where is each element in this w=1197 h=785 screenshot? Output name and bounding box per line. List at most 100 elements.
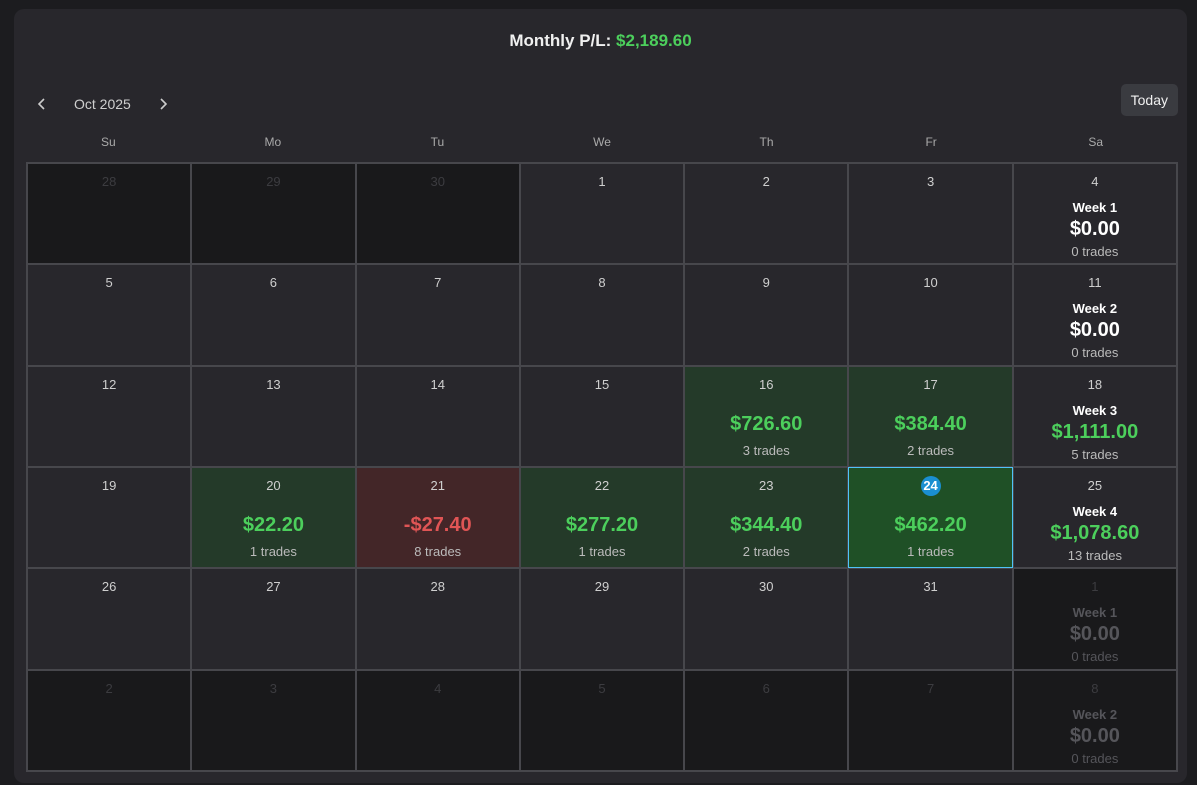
day-cell[interactable]: 15 xyxy=(519,365,685,467)
day-number: 12 xyxy=(101,376,117,392)
week-pl: $0.00 xyxy=(1069,724,1120,747)
day-date: 12 xyxy=(28,377,190,392)
day-cell[interactable]: 1 xyxy=(519,163,685,265)
day-date: 17 xyxy=(849,377,1011,392)
day-cell[interactable]: 13 xyxy=(191,365,356,467)
day-cell[interactable]: 16 $726.60 3 trades xyxy=(684,365,849,467)
week-label: Week 1 xyxy=(1072,200,1118,215)
day-cell[interactable]: 19 xyxy=(27,467,192,569)
day-cell[interactable]: 7 xyxy=(355,264,520,366)
day-number: 22 xyxy=(594,478,610,493)
day-cell[interactable]: 6 xyxy=(684,669,849,771)
day-date: 30 xyxy=(357,174,519,189)
day-cell[interactable]: 25 Week 4 $1,078.60 13 trades xyxy=(1012,467,1177,569)
week-pl: $1,078.60 xyxy=(1050,522,1140,544)
day-number: 30 xyxy=(430,174,445,189)
prev-month[interactable] xyxy=(32,94,52,114)
day-cell[interactable]: 10 xyxy=(848,264,1013,366)
day-cell[interactable]: 28 xyxy=(355,568,520,670)
day-cell[interactable]: 20 $22.20 1 trades xyxy=(191,467,356,569)
day-cell[interactable]: 24 $462.20 1 trades xyxy=(848,467,1013,569)
day-pl: $726.60 xyxy=(730,412,803,435)
day-number: 6 xyxy=(269,275,278,291)
day-cell[interactable]: 8 Week 2 $0.00 0 trades xyxy=(1012,669,1177,771)
day-date: 5 xyxy=(521,681,683,696)
day-date: 4 xyxy=(1014,174,1176,189)
weekday-label: Th xyxy=(759,135,774,149)
day-date: 7 xyxy=(357,275,519,290)
day-cell[interactable]: 27 xyxy=(191,568,356,670)
day-cell[interactable]: 7 xyxy=(848,669,1013,771)
day-date: 7 xyxy=(849,681,1011,696)
day-date: 10 xyxy=(849,275,1011,290)
day-pl: $384.40 xyxy=(894,412,967,435)
day-date: 1 xyxy=(521,174,683,189)
day-date: 16 xyxy=(685,377,847,392)
week-label: Week 1 xyxy=(1072,605,1118,621)
day-cell[interactable]: 9 xyxy=(684,264,849,366)
day-cell[interactable]: 3 xyxy=(191,669,356,771)
day-cell[interactable]: 2 xyxy=(684,163,849,265)
day-cell[interactable]: 22 $277.20 1 trades xyxy=(519,467,685,569)
day-date: 28 xyxy=(28,174,190,189)
day-cell[interactable]: 28 xyxy=(27,163,192,265)
day-cell[interactable]: 6 xyxy=(191,264,356,366)
day-pl: -$27.40 xyxy=(403,514,472,536)
today-button[interactable]: Today xyxy=(1120,84,1178,116)
day-cell[interactable]: 8 xyxy=(519,264,685,366)
day-cell[interactable]: 11 Week 2 $0.00 0 trades xyxy=(1012,264,1177,366)
day-number: 21 xyxy=(430,478,445,493)
day-cell[interactable]: 29 xyxy=(191,163,356,265)
day-number: 1 xyxy=(1091,579,1099,595)
weekday-header: Su Mo Tu We Th Fr Sa xyxy=(26,135,1178,149)
week-trades: 13 trades xyxy=(1067,548,1122,563)
week-label: Week 2 xyxy=(1072,301,1118,317)
day-trades: 1 trades xyxy=(578,544,626,559)
day-cell[interactable]: 21 -$27.40 8 trades xyxy=(355,467,520,569)
day-cell[interactable]: 5 xyxy=(27,264,192,366)
day-cell[interactable]: 17 $384.40 2 trades xyxy=(848,365,1013,467)
day-cell[interactable]: 26 xyxy=(27,568,192,670)
day-cell[interactable]: 12 xyxy=(27,365,192,467)
month-label: Oct 2025 xyxy=(74,96,131,112)
day-trades: 8 trades xyxy=(414,544,462,559)
day-cell[interactable]: 29 xyxy=(519,568,685,670)
next-month[interactable] xyxy=(153,94,173,114)
day-cell[interactable]: 3 xyxy=(848,163,1013,265)
week-pl: $0.00 xyxy=(1069,218,1120,240)
day-date: 2 xyxy=(28,681,190,696)
day-cell[interactable]: 4 xyxy=(355,669,520,771)
day-number: 11 xyxy=(1088,275,1102,291)
weekday-label: Su xyxy=(100,135,116,149)
day-date: 29 xyxy=(521,579,683,594)
day-number: 13 xyxy=(266,376,281,392)
day-cell[interactable]: 31 xyxy=(848,568,1013,670)
week-trades: 0 trades xyxy=(1071,649,1119,665)
day-cell[interactable]: 2 xyxy=(27,669,192,771)
day-cell[interactable]: 1 Week 1 $0.00 0 trades xyxy=(1012,568,1177,670)
day-number: 5 xyxy=(105,275,113,291)
day-cell[interactable]: 4 Week 1 $0.00 0 trades xyxy=(1012,163,1177,265)
day-cell[interactable]: 18 Week 3 $1,111.00 5 trades xyxy=(1012,365,1177,467)
weekday-label: Fr xyxy=(925,135,937,149)
day-date: 14 xyxy=(357,377,519,392)
day-number: 20 xyxy=(266,478,281,493)
day-cell[interactable]: 5 xyxy=(519,669,685,771)
week-trades: 0 trades xyxy=(1071,750,1119,766)
day-cell[interactable]: 14 xyxy=(355,365,520,467)
day-date: 15 xyxy=(521,377,683,392)
week-label: Week 4 xyxy=(1072,504,1118,519)
day-number: 28 xyxy=(101,174,117,189)
day-date: 25 xyxy=(1014,478,1176,493)
day-number: 31 xyxy=(923,579,938,595)
day-number: 3 xyxy=(926,174,935,189)
day-date: 18 xyxy=(1014,377,1176,392)
day-date: 11 xyxy=(1014,275,1176,290)
day-number: 29 xyxy=(594,579,610,595)
day-cell[interactable]: 30 xyxy=(355,163,520,265)
day-date: 1 xyxy=(1014,579,1176,594)
day-pl: $344.40 xyxy=(730,514,803,536)
day-cell[interactable]: 23 $344.40 2 trades xyxy=(684,467,849,569)
day-cell[interactable]: 30 xyxy=(684,568,849,670)
day-number: 7 xyxy=(926,680,935,696)
